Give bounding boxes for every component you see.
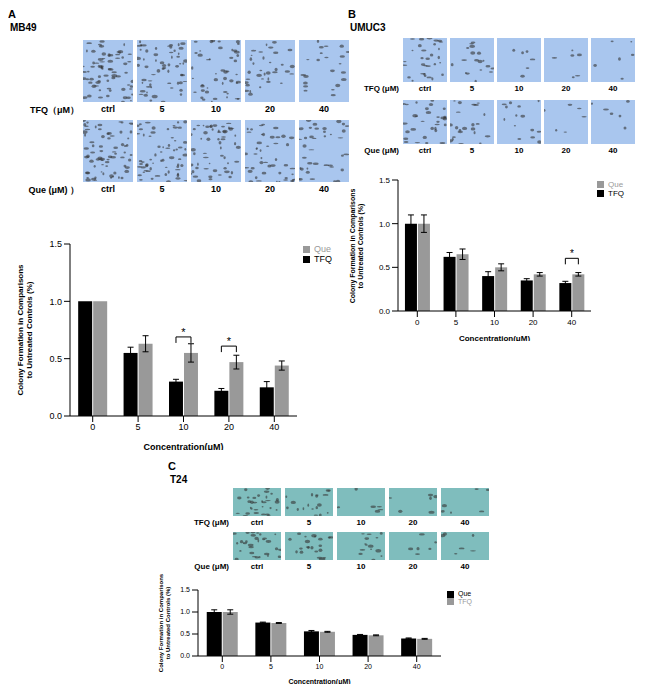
- svg-text:*: *: [227, 335, 232, 347]
- html-text:A: A: [8, 8, 16, 20]
- html-text:10: 10: [356, 518, 366, 527]
- html-text:to Untreated Controls (%): to Untreated Controls (%): [25, 281, 34, 379]
- svg-text:1.5: 1.5: [379, 176, 391, 185]
- svg-text:*: *: [570, 248, 574, 259]
- html-text:40: 40: [460, 562, 470, 571]
- html-text:40: 40: [608, 84, 618, 93]
- html-text:C: C: [168, 460, 176, 472]
- html-text:20: 20: [561, 146, 571, 155]
- html-text:5: 5: [469, 84, 475, 93]
- html-text:5: 5: [469, 146, 475, 155]
- html-text:to Untreated Controls (%): to Untreated Controls (%): [357, 203, 364, 288]
- html-text:10: 10: [211, 104, 221, 114]
- svg-text:5: 5: [269, 663, 273, 670]
- html-text:20: 20: [561, 84, 571, 93]
- svg-text:1.5: 1.5: [49, 239, 62, 249]
- html-text:ctrl: ctrl: [101, 184, 115, 194]
- svg-text:Concentration(μM): Concentration(μM): [144, 442, 224, 450]
- html-text:40: 40: [319, 184, 329, 194]
- html-text:MB49: MB49: [10, 22, 37, 33]
- svg-text:20: 20: [224, 422, 234, 432]
- svg-text:0: 0: [220, 663, 224, 670]
- svg-text:40: 40: [567, 318, 576, 327]
- html-text:40: 40: [319, 104, 329, 114]
- html-text:Que (μM): Que (μM): [364, 146, 399, 155]
- html-text:T24: T24: [170, 474, 188, 485]
- html-text:TFQ (μM): TFQ (μM): [363, 84, 399, 93]
- html-text:ctrl: ctrl: [418, 84, 432, 93]
- svg-text:10: 10: [178, 422, 188, 432]
- html-text:40: 40: [460, 518, 470, 527]
- html-text:5: 5: [306, 518, 312, 527]
- html-text:TFQ（μM）: TFQ（μM）: [30, 105, 79, 115]
- svg-text:0.0: 0.0: [180, 652, 190, 659]
- html-text:5: 5: [159, 184, 165, 194]
- html-text:ctrl: ctrl: [250, 562, 264, 571]
- html-text:ctrl: ctrl: [101, 104, 115, 114]
- svg-text:5: 5: [136, 422, 141, 432]
- svg-text:10: 10: [490, 318, 499, 327]
- svg-text:*: *: [181, 326, 186, 338]
- html-text:Colony Formation in Comparison: Colony Formation in Comparisons: [15, 264, 25, 396]
- svg-text:1.0: 1.0: [180, 608, 190, 615]
- html-text:Colony Formation in Comparison: Colony Formation in Comparisons: [158, 573, 165, 673]
- svg-text:0.5: 0.5: [379, 263, 391, 272]
- svg-text:1.0: 1.0: [49, 297, 62, 307]
- html-text:20: 20: [265, 184, 275, 194]
- svg-text:1.0: 1.0: [379, 220, 391, 229]
- html-text:20: 20: [408, 518, 418, 527]
- html-text:10: 10: [211, 184, 221, 194]
- svg-text:0.5: 0.5: [180, 630, 190, 637]
- svg-text:0.5: 0.5: [49, 354, 62, 364]
- svg-text:40: 40: [413, 663, 421, 670]
- html-text:Que (μM): Que (μM): [194, 562, 229, 571]
- html-text:TFQ: TFQ: [608, 189, 624, 198]
- svg-text:10: 10: [316, 663, 324, 670]
- svg-text:Concentration(μM): Concentration(μM): [459, 334, 530, 341]
- svg-text:0.0: 0.0: [49, 411, 62, 421]
- html-text:ctrl: ctrl: [250, 518, 264, 527]
- html-text:Que: Que: [314, 244, 331, 254]
- html-text:10: 10: [514, 84, 524, 93]
- html-text:Colony Formation in Comparison: Colony Formation in Comparisons: [349, 188, 356, 303]
- svg-text:0: 0: [415, 318, 420, 327]
- html-text:10: 10: [514, 146, 524, 155]
- html-text:40: 40: [608, 146, 618, 155]
- html-text:ctrl: ctrl: [418, 146, 432, 155]
- svg-text:Concentration(μM): Concentration(μM): [288, 678, 350, 684]
- svg-text:0: 0: [90, 422, 95, 432]
- html-text:20: 20: [265, 104, 275, 114]
- html-text:Que: Que: [458, 590, 472, 597]
- html-text:Que (μM) ）: Que (μM) ）: [28, 185, 79, 195]
- html-text:UMUC3: UMUC3: [350, 22, 386, 33]
- html-text:to Untreated Controls (%): to Untreated Controls (%): [165, 586, 171, 660]
- svg-text:1.5: 1.5: [180, 586, 190, 593]
- html-text:TFQ: TFQ: [314, 254, 332, 264]
- html-text:TFQ (μM): TFQ (μM): [193, 518, 229, 527]
- svg-text:5: 5: [454, 318, 459, 327]
- html-text:10: 10: [356, 562, 366, 571]
- html-text:TFQ: TFQ: [458, 597, 472, 605]
- html-text:Que: Que: [608, 180, 624, 189]
- html-text:5: 5: [159, 104, 165, 114]
- html-text:5: 5: [306, 562, 312, 571]
- svg-text:20: 20: [364, 663, 372, 670]
- html-text:B: B: [348, 8, 356, 20]
- svg-text:0.0: 0.0: [379, 307, 391, 316]
- svg-text:20: 20: [529, 318, 538, 327]
- svg-text:40: 40: [269, 422, 279, 432]
- html-text:20: 20: [408, 562, 418, 571]
